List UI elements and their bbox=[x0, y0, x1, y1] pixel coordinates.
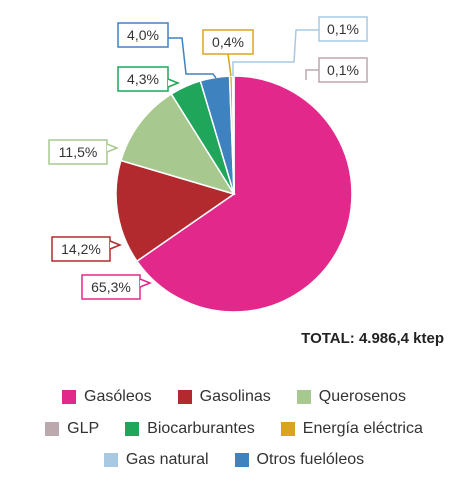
data-label: 11,5% bbox=[59, 144, 98, 160]
callout-energia-electrica: 0,4% bbox=[202, 29, 254, 77]
callout-glp: 0,1% bbox=[305, 57, 368, 83]
callout-pointer bbox=[167, 78, 181, 88]
legend-item-gasoleos: Gasóleos bbox=[62, 388, 152, 406]
callout-box bbox=[117, 22, 169, 48]
callout-leader-line bbox=[168, 37, 217, 79]
legend-swatch bbox=[62, 390, 77, 404]
callout-box bbox=[117, 66, 169, 92]
legend-item-glp: GLP bbox=[45, 420, 99, 438]
pie-slice-querosenos bbox=[119, 92, 236, 196]
callout-box bbox=[81, 274, 141, 300]
callout-pointer bbox=[106, 143, 120, 153]
callout-gasoleos: 65,3% bbox=[81, 274, 153, 300]
data-label: 0,1% bbox=[327, 21, 359, 37]
callout-querosenos: 11,5% bbox=[48, 139, 120, 165]
legend-item-energia-electrica: Energía eléctrica bbox=[280, 420, 423, 438]
legend-swatch bbox=[45, 422, 60, 436]
legend-label: Gasóleos bbox=[84, 388, 152, 405]
legend-label: Querosenos bbox=[318, 388, 406, 405]
data-label: 0,4% bbox=[212, 34, 244, 50]
total-label: TOTAL: 4.986,4 ktep bbox=[301, 330, 444, 347]
callout-pointer bbox=[109, 240, 123, 250]
legend-swatch bbox=[280, 422, 295, 436]
callout-leader-line bbox=[232, 29, 319, 76]
callout-box bbox=[48, 139, 108, 165]
legend-swatch bbox=[103, 453, 118, 467]
callout-biocarburantes: 4,3% bbox=[117, 66, 181, 92]
callout-pointer bbox=[139, 278, 153, 288]
legend-label: Energía eléctrica bbox=[302, 420, 423, 437]
legend-row: Gasóleos Gasolinas Querosenos bbox=[0, 388, 468, 406]
pie-slice-gasoleos bbox=[135, 75, 353, 313]
legend-label: Gas natural bbox=[125, 451, 209, 468]
callout-gas-natural: 0,1% bbox=[232, 16, 368, 76]
callout-box bbox=[202, 29, 254, 55]
data-label: 0,1% bbox=[327, 62, 359, 78]
callout-box bbox=[318, 16, 368, 42]
legend-swatch bbox=[296, 390, 311, 404]
legend-swatch bbox=[177, 390, 192, 404]
legend-item-biocarburantes: Biocarburantes bbox=[125, 420, 255, 438]
callout-gasolinas: 14,2% bbox=[51, 236, 123, 262]
data-label: 4,3% bbox=[127, 71, 159, 87]
legend-swatch bbox=[125, 422, 140, 436]
legend-label: Biocarburantes bbox=[147, 420, 255, 437]
pie-slice-glp bbox=[232, 75, 235, 195]
data-label: 65,3% bbox=[91, 279, 131, 295]
legend-label: GLP bbox=[67, 420, 100, 437]
legend-label: Gasolinas bbox=[199, 388, 271, 405]
callout-leader-line bbox=[305, 69, 319, 80]
callout-otros-fueloleos: 4,0% bbox=[117, 22, 217, 79]
legend-item-gasolinas: Gasolinas bbox=[177, 388, 271, 406]
legend-item-gas-natural: Gas natural bbox=[103, 451, 209, 469]
legend-row: GLP Biocarburantes Energía eléctrica bbox=[0, 420, 468, 438]
callout-leader-line bbox=[227, 53, 232, 77]
legend-label: Otros fuelóleos bbox=[256, 451, 365, 468]
data-label: 14,2% bbox=[61, 241, 101, 257]
legend-row: Gas natural Otros fuelóleos bbox=[0, 451, 468, 469]
pie-chart: 65,3% 14,2% 11,5% 4,3% 4,0% 0,4% 0,1% 0,1% bbox=[48, 16, 368, 313]
legend-item-otros-fueloleos: Otros fuelóleos bbox=[234, 451, 365, 469]
legend-swatch bbox=[234, 453, 249, 467]
legend-item-querosenos: Querosenos bbox=[296, 388, 406, 406]
data-label: 4,0% bbox=[127, 27, 159, 43]
